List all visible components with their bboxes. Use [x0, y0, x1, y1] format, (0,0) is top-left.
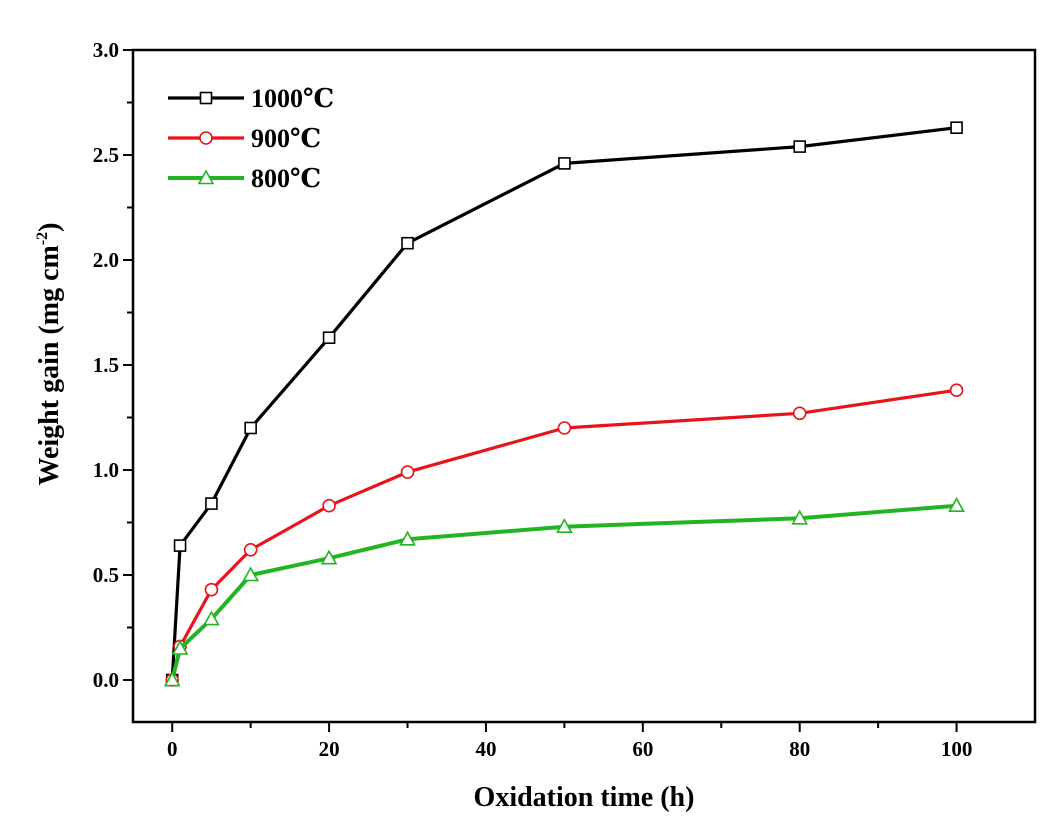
legend-label: 1000℃	[251, 84, 334, 113]
y-axis-title: Weight gain (mg cm-2)	[34, 223, 65, 486]
y-tick-label: 1.5	[93, 353, 119, 377]
data-point	[205, 497, 218, 510]
x-axis-title: Oxidation time (h)	[474, 782, 695, 813]
data-point	[400, 465, 415, 479]
series-layer	[163, 121, 965, 687]
y-tick-label: 0.0	[93, 668, 119, 692]
data-point	[558, 157, 571, 170]
data-point	[792, 406, 807, 421]
legend-item: 1000℃	[168, 84, 334, 113]
x-tick-label: 80	[789, 737, 810, 761]
data-point	[173, 539, 187, 552]
data-point	[950, 121, 963, 134]
data-point	[204, 582, 219, 597]
data-point	[244, 421, 257, 435]
data-point	[401, 236, 414, 250]
y-tick-label: 3.0	[93, 38, 119, 62]
x-tick-label: 40	[475, 737, 496, 761]
y-tick-label: 0.5	[93, 563, 119, 587]
data-point	[171, 639, 189, 655]
x-tick-label: 60	[632, 737, 653, 761]
legend-marker	[197, 169, 215, 185]
legend-marker	[199, 91, 213, 105]
series-2	[163, 497, 965, 687]
data-point	[320, 549, 338, 565]
legend-label: 800℃	[251, 164, 321, 193]
data-point	[399, 530, 416, 546]
data-point	[322, 498, 336, 513]
legend-label: 900℃	[251, 124, 321, 153]
data-point	[793, 140, 806, 153]
data-point	[791, 509, 809, 525]
data-point	[557, 421, 572, 435]
x-tick-label: 0	[167, 737, 178, 761]
data-point	[948, 497, 965, 513]
y-tick-label: 1.0	[93, 458, 119, 482]
legend-item: 900℃	[168, 124, 321, 153]
x-tick-label: 100	[941, 737, 973, 761]
data-point	[243, 542, 258, 557]
data-point	[242, 566, 260, 582]
y-axis-title-main: Weight gain (mg cm	[34, 245, 65, 485]
y-tick-label: 2.0	[93, 248, 119, 272]
data-point	[556, 518, 573, 534]
y-axis-title-superscript: -2	[34, 232, 51, 245]
axes: 0 20 40 60 80 100 0.0 0.5 1.0 1.5 2.0 2.5 3.0	[93, 38, 1037, 761]
data-point	[163, 671, 181, 687]
data-point	[949, 383, 964, 398]
data-point	[203, 610, 220, 626]
legend-item: 800℃	[168, 164, 321, 193]
plot-frame	[131, 48, 1037, 724]
x-tick-label: 20	[319, 737, 340, 761]
legend: 1000℃ 900℃ 800℃	[168, 84, 334, 193]
data-point	[322, 331, 336, 345]
legend-marker	[199, 131, 213, 145]
y-tick-label: 2.5	[93, 143, 119, 167]
y-axis-title-close: )	[34, 223, 65, 232]
